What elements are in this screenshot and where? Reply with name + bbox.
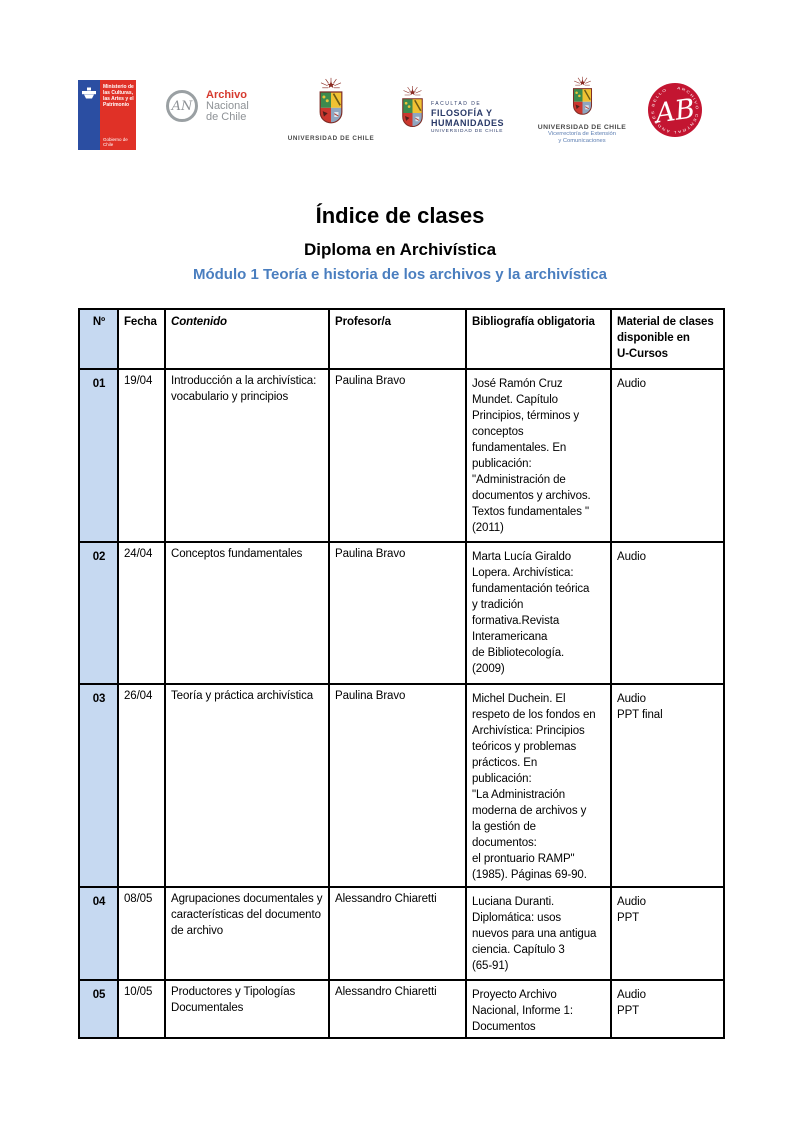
archivo-nacional-logo: AN Archivo Nacional de Chile: [166, 90, 249, 122]
column-header-material: Material de clases disponible en U-Curso…: [610, 308, 725, 370]
cell-num: 05: [78, 979, 119, 1039]
uchile-shield-icon: [402, 86, 423, 128]
column-header-contenido: Contenido: [164, 308, 330, 370]
cell-material: Audio PPT: [610, 979, 725, 1039]
cell-bibliografia: Michel Duchein. El respeto de los fondos…: [465, 683, 612, 888]
cell-profesor: Alessandro Chiaretti: [328, 979, 467, 1039]
uchile-shield-icon: [319, 77, 343, 124]
vicerrectoria-text-line: y Comunicaciones: [558, 137, 606, 144]
cell-contenido: Introducción a la archivística: vocabula…: [164, 368, 330, 543]
vicerrectoria-text-line: UNIVERSIDAD DE CHILE: [537, 124, 627, 131]
cell-contenido: Productores y Tipologías Documentales: [164, 979, 330, 1039]
cell-fecha: 24/04: [117, 541, 166, 685]
classes-table: Nº Fecha Contenido Profesor/a Bibliograf…: [78, 308, 725, 1039]
cell-profesor: Alessandro Chiaretti: [328, 886, 467, 981]
cell-material: Audio PPT: [610, 886, 725, 981]
cell-fecha: 19/04: [117, 368, 166, 543]
archivo-nacional-text-line: Nacional: [206, 100, 249, 112]
archivo-nacional-text-line: Archivo: [206, 89, 247, 101]
gobierno-de-chile-text: Gobierno de Chile: [103, 137, 128, 147]
uchile-caption: UNIVERSIDAD DE CHILE: [287, 135, 375, 142]
facultad-filosofia-logo: FACULTAD DE FILOSOFÍA Y HUMANIDADES UNIV…: [399, 85, 504, 135]
logo-bar: Ministerio de las Culturas, las Artes y …: [0, 0, 800, 175]
cell-contenido: Agrupaciones documentales y característi…: [164, 886, 330, 981]
cell-profesor: Paulina Bravo: [328, 368, 467, 543]
cell-num: 01: [78, 368, 119, 543]
cell-contenido: Teoría y práctica archivística: [164, 683, 330, 888]
table-row: 03 26/04 Teoría y práctica archivística …: [78, 683, 725, 888]
column-header-fecha: Fecha: [117, 308, 166, 370]
archivo-andres-bello-logo: ARCHIVO CENTRAL ANDRÉS BELLO AB: [647, 82, 703, 138]
page-title: Índice de clases: [315, 203, 485, 228]
ministerio-culturas-logo: Ministerio de las Culturas, las Artes y …: [78, 80, 136, 150]
archivo-nacional-monogram-icon: AN: [166, 90, 198, 122]
cell-bibliografia: Proyecto Archivo Nacional, Informe 1: Do…: [465, 979, 612, 1039]
page-subtitle: Diploma en Archivística: [303, 240, 497, 259]
module-heading: Módulo 1 Teoría e historia de los archiv…: [192, 266, 608, 283]
cell-bibliografia: Luciana Duranti. Diplomática: usos nuevo…: [465, 886, 612, 981]
facultad-text-line: HUMANIDADES: [431, 118, 504, 128]
cell-fecha: 26/04: [117, 683, 166, 888]
cell-material: Audio PPT final: [610, 683, 725, 888]
column-header-profesor: Profesor/a: [328, 308, 467, 370]
facultad-text-line: UNIVERSIDAD DE CHILE: [431, 129, 504, 134]
table-row: 04 08/05 Agrupaciones documentales y car…: [78, 886, 725, 981]
andres-bello-monogram: AB: [651, 93, 697, 130]
facultad-text-line: FILOSOFÍA Y: [431, 108, 493, 118]
ministerio-logo-text: Ministerio de las Culturas, las Artes y …: [103, 84, 134, 108]
table-header-row: Nº Fecha Contenido Profesor/a Bibliograf…: [78, 308, 725, 370]
cell-num: 04: [78, 886, 119, 981]
facultad-text-line: FACULTAD DE: [431, 101, 482, 107]
uchile-shield-icon: [572, 76, 592, 115]
cell-num: 03: [78, 683, 119, 888]
column-header-num: Nº: [78, 308, 119, 370]
cell-fecha: 08/05: [117, 886, 166, 981]
cell-profesor: Paulina Bravo: [328, 541, 467, 685]
cell-profesor: Paulina Bravo: [328, 683, 467, 888]
cell-num: 02: [78, 541, 119, 685]
cell-bibliografia: José Ramón Cruz Mundet. Capítulo Princip…: [465, 368, 612, 543]
andres-bello-seal-icon: ARCHIVO CENTRAL ANDRÉS BELLO AB: [648, 83, 702, 137]
vicerrectoria-text-line: Vicerrectoría de Extensión: [548, 131, 616, 137]
cell-fecha: 10/05: [117, 979, 166, 1039]
table-row: 05 10/05 Productores y Tipologías Docume…: [78, 979, 725, 1039]
chile-coat-of-arms-icon: [78, 80, 100, 150]
cell-material: Audio: [610, 541, 725, 685]
cell-contenido: Conceptos fundamentales: [164, 541, 330, 685]
vicerrectoria-logo: UNIVERSIDAD DE CHILE Vicerrectoría de Ex…: [536, 76, 628, 144]
cell-material: Audio: [610, 368, 725, 543]
column-header-bibliografia: Bibliografía obligatoria: [465, 308, 612, 370]
table-row: 02 24/04 Conceptos fundamentales Paulina…: [78, 541, 725, 685]
universidad-de-chile-logo: UNIVERSIDAD DE CHILE: [283, 77, 379, 142]
table-row: 01 19/04 Introducción a la archivística:…: [78, 368, 725, 543]
archivo-nacional-text-line: de Chile: [206, 110, 247, 123]
cell-bibliografia: Marta Lucía Giraldo Lopera. Archivística…: [465, 541, 612, 685]
